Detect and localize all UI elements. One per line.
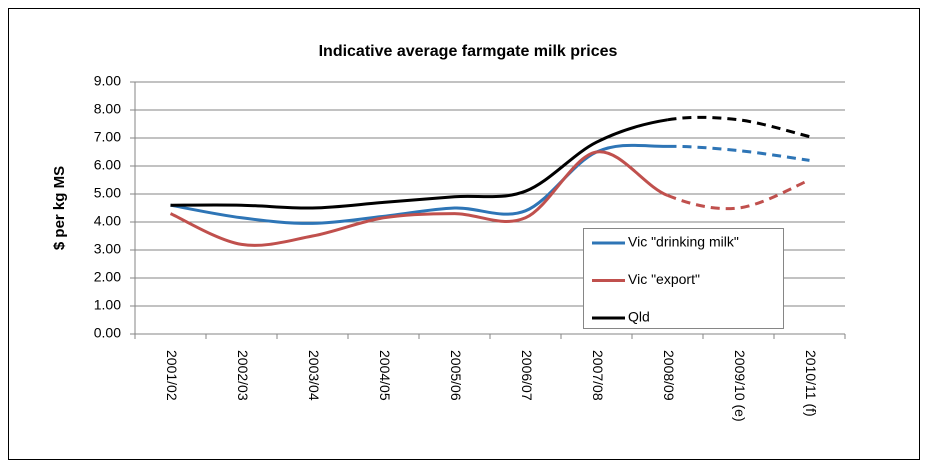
- y-tick-label: 6.00: [94, 157, 121, 173]
- legend: Vic "drinking milk" Vic "export" Qld: [583, 228, 784, 329]
- y-tick-label: 4.00: [94, 213, 121, 229]
- y-tick-label: 7.00: [94, 129, 121, 145]
- lines: [169, 115, 811, 247]
- y-tick-label: 3.00: [94, 241, 121, 257]
- series-line: [667, 144, 810, 162]
- y-tick-label: 5.00: [94, 185, 121, 201]
- y-tick-label: 0.00: [94, 325, 121, 341]
- series-line: [667, 115, 810, 139]
- y-tick-label: 2.00: [94, 269, 121, 285]
- legend-label: Qld: [628, 309, 650, 325]
- series-line: [666, 178, 811, 211]
- series-line: [169, 150, 669, 247]
- y-axis-title: $ per kg MS: [51, 166, 68, 250]
- x-tick-label: 2005/06: [448, 350, 464, 401]
- legend-label: Vic "export": [628, 271, 700, 287]
- x-tick-label: 2007/08: [590, 350, 606, 401]
- legend-label: Vic "drinking milk": [628, 234, 739, 250]
- x-tick-label: 2003/04: [306, 350, 322, 401]
- chart-title: Indicative average farmgate milk prices: [319, 43, 618, 60]
- legend-box: [583, 228, 784, 329]
- x-tick-label: 2004/05: [377, 350, 393, 401]
- y-tick-label: 9.00: [94, 73, 121, 89]
- x-tick-label: 2006/07: [519, 350, 535, 401]
- y-tick-label: 8.00: [94, 101, 121, 117]
- x-tick-label: 2001/02: [164, 350, 180, 401]
- x-tick-label: 2002/03: [235, 350, 251, 401]
- x-tick-label: 2008/09: [661, 350, 677, 401]
- grid: 0.00 1.00 2.00 3.00 4.00 5.00 6.00 7.00 8.00 9.00…: [94, 73, 846, 422]
- series-line: [170, 118, 668, 210]
- x-tick-label: 2009/10 (e): [732, 350, 748, 422]
- y-tick-label: 1.00: [94, 297, 121, 313]
- x-tick-label: 2010/11 (f): [803, 350, 819, 417]
